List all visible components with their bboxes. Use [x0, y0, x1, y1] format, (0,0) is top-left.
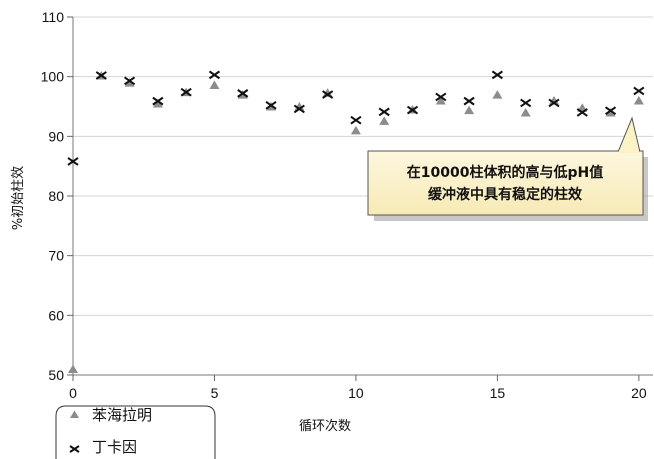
point-tetracaine-13	[435, 92, 447, 102]
point-diphenhydramine-8	[294, 102, 305, 111]
point-diphenhydramine-17	[548, 96, 559, 105]
data-points	[67, 70, 645, 374]
point-diphenhydramine-0	[68, 364, 78, 374]
point-tetracaine-10	[350, 115, 362, 125]
callout-box	[367, 150, 644, 216]
legend-triangle-icon	[70, 410, 79, 418]
legend-label-tetracaine: 丁卡因	[92, 438, 137, 456]
callout-pointer	[617, 116, 641, 153]
point-diphenhydramine-5	[209, 80, 220, 90]
point-tetracaine-16	[520, 98, 532, 108]
point-diphenhydramine-3	[152, 99, 163, 108]
y-tick-label-110: 110	[42, 9, 65, 25]
gridlines	[73, 16, 653, 316]
point-tetracaine-9	[322, 90, 334, 99]
callout-line-1: 在10000柱体积的高与低pH值	[407, 164, 603, 181]
x-tick-label-10: 10	[348, 385, 364, 401]
point-diphenhydramine-14	[464, 105, 475, 115]
callout-line-2: 缓冲液中具有稳定的柱效	[428, 186, 583, 203]
point-diphenhydramine-2	[124, 78, 135, 87]
point-tetracaine-0	[67, 157, 79, 166]
point-tetracaine-8	[293, 104, 305, 114]
point-diphenhydramine-11	[379, 116, 390, 125]
point-tetracaine-6	[237, 89, 249, 98]
x-tick-label-5: 5	[211, 385, 219, 401]
point-diphenhydramine-16	[520, 107, 531, 117]
point-tetracaine-18	[576, 108, 588, 117]
point-tetracaine-5	[208, 70, 221, 80]
point-tetracaine-12	[406, 105, 419, 115]
axis-ticks: 50 60 70 80 90 100 110 0 5 10 15 20	[41, 9, 647, 401]
x-tick-label-20: 20	[631, 385, 647, 401]
point-diphenhydramine-20	[633, 96, 644, 105]
point-diphenhydramine-13	[435, 96, 446, 105]
point-tetracaine-14	[463, 96, 475, 106]
y-tick-label-80: 80	[48, 188, 64, 204]
point-tetracaine-15	[491, 70, 503, 80]
y-tick-label-100: 100	[41, 69, 65, 85]
point-diphenhydramine-15	[492, 90, 503, 99]
point-tetracaine-17	[548, 98, 560, 108]
x-tick-label-0: 0	[69, 385, 77, 401]
y-tick-label-60: 60	[48, 307, 64, 323]
callout-joint	[619, 150, 639, 153]
y-tick-label-50: 50	[48, 367, 64, 383]
point-diphenhydramine-9	[322, 88, 333, 97]
point-tetracaine-20	[633, 86, 645, 96]
legend-x-icon	[69, 445, 80, 453]
legend: 苯海拉明 丁卡因	[55, 405, 216, 459]
point-tetracaine-11	[378, 107, 390, 117]
annotation-callout: 在10000柱体积的高与低pH值 缓冲液中具有稳定的柱效	[367, 116, 648, 221]
point-tetracaine-7	[265, 100, 277, 110]
x-tick-label-15: 15	[490, 385, 506, 401]
y-tick-label-70: 70	[48, 248, 64, 264]
point-tetracaine-3	[152, 96, 164, 106]
x-axis-title: 循环次数	[299, 418, 351, 434]
point-diphenhydramine-10	[350, 125, 361, 135]
point-tetracaine-2	[124, 76, 136, 86]
point-diphenhydramine-19	[605, 107, 616, 117]
point-tetracaine-4	[180, 87, 192, 97]
legend-label-diphenhydramine: 苯海拉明	[92, 406, 152, 424]
y-tick-label-90: 90	[48, 128, 64, 144]
point-tetracaine-19	[604, 106, 617, 115]
legend-frame	[55, 405, 216, 459]
point-tetracaine-1	[95, 71, 107, 80]
y-axis-title: %初始柱效	[11, 166, 26, 230]
